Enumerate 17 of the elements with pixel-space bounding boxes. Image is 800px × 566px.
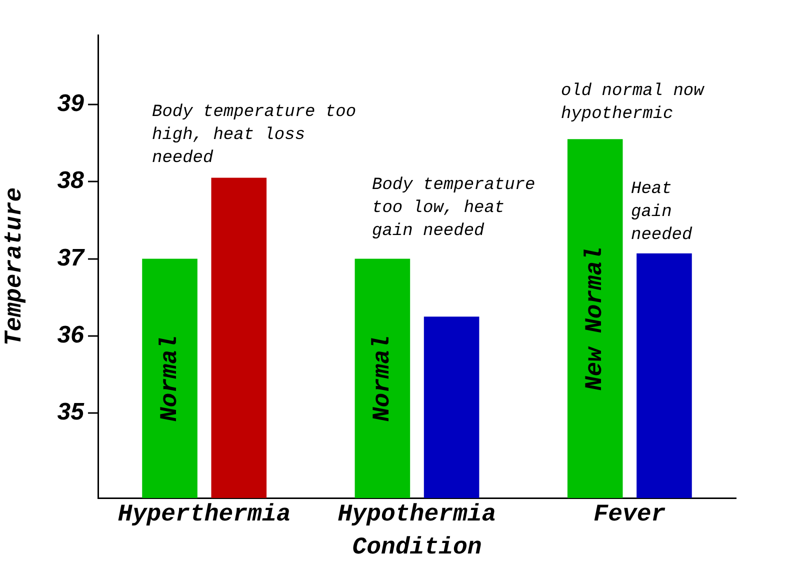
y-tick-label: 37 bbox=[57, 244, 86, 272]
annotation: old normal now hypothermic bbox=[561, 82, 705, 124]
data-label: Normal bbox=[369, 335, 396, 422]
y-tick-label: 35 bbox=[57, 398, 85, 426]
y-axis-title: Temperature bbox=[1, 187, 28, 346]
y-tick-label: 36 bbox=[57, 322, 85, 349]
data-label: New Normal bbox=[582, 246, 610, 391]
y-tick-label: 39 bbox=[57, 90, 85, 118]
annotation: Body temperature too high, heat loss needed bbox=[152, 103, 356, 168]
data-label: Normal bbox=[156, 335, 184, 422]
x-tick-label: Fever bbox=[594, 501, 666, 528]
annotation: Body temperature too low, heat gain needed bbox=[372, 176, 536, 241]
x-tick-label: Hyperthermia bbox=[118, 501, 291, 528]
x-axis-title: Condition bbox=[352, 534, 482, 562]
x-tick-label: Hypothermia bbox=[338, 501, 496, 528]
y-tick-label: 38 bbox=[57, 167, 85, 194]
annotation: Heat gain needed bbox=[631, 180, 694, 245]
